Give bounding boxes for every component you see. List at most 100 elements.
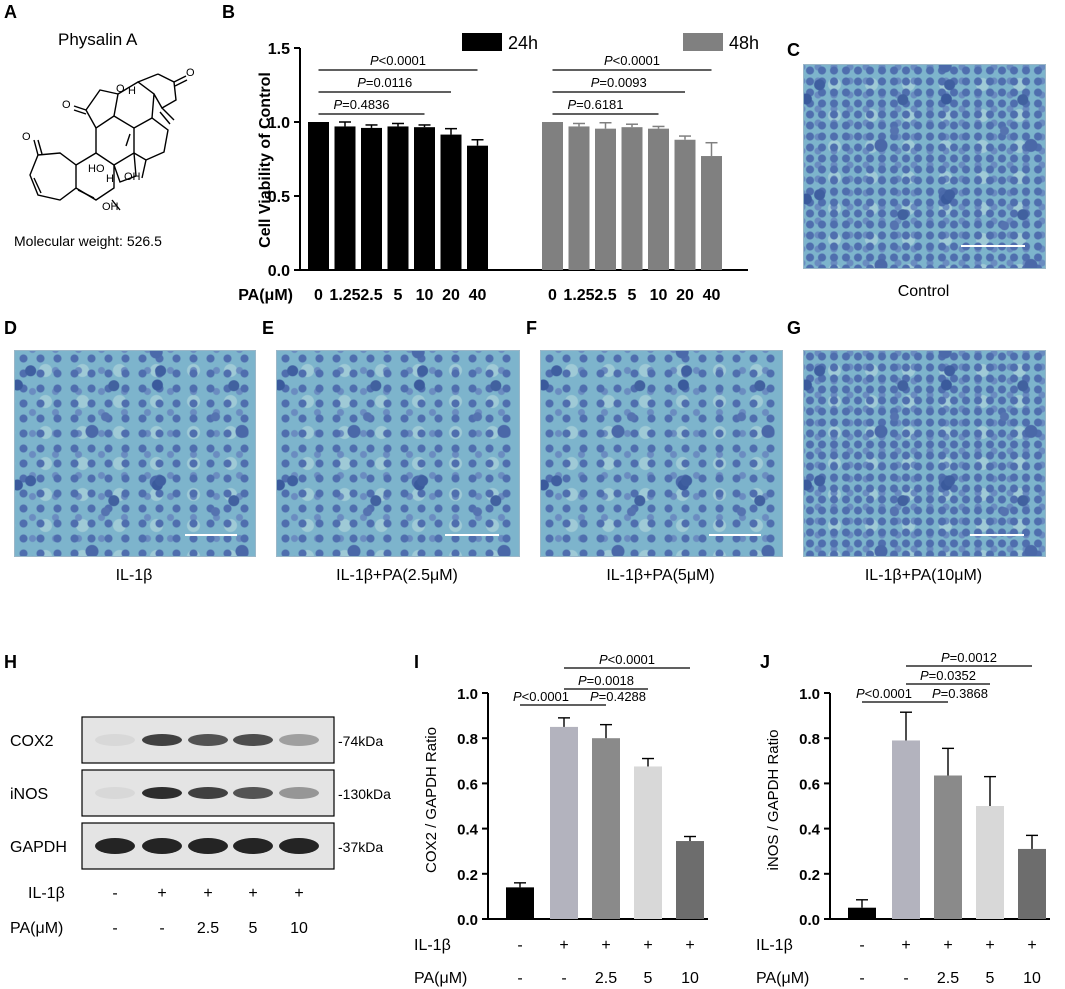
il1b-value: + [643,937,652,954]
pa-value: 10 [681,970,699,987]
y-tick-label: 0.0 [457,912,478,929]
blot-protein-label: GAPDH [10,839,67,856]
structure-atom-oh2: OH [102,201,119,213]
chemical-structure: O O O O H HO OH H OH [22,67,195,213]
panel-label-b: B [222,2,235,22]
significance-label: P=0.4288 [590,689,646,704]
significance-label: P<0.0001 [513,689,569,704]
y-tick-label: 1.0 [457,686,478,703]
micrograph-control [803,64,1046,269]
bar-48h-40 [701,156,722,270]
blot-pa-value: 2.5 [197,920,219,937]
y-tick-label: 1.5 [268,41,290,58]
compound-name: Physalin A [58,30,138,49]
significance-label: P=0.6181 [567,97,623,112]
x-tick-label: 2.5 [594,287,616,304]
y-tick-label: 0.0 [799,912,820,929]
significance-label: P=0.0012 [941,650,997,665]
significance-label: P<0.0001 [599,652,655,667]
blot-size-label: -37kDa [338,839,383,855]
x-tick-label: 10 [650,287,668,304]
caption-il1b: IL-1β [115,567,153,584]
pa-label: PA(μM) [756,970,809,987]
legend-swatch-48h [683,33,723,51]
blot-band [233,734,273,746]
x-tick-label: 10 [416,287,434,304]
blot-pa-value: - [159,920,164,937]
bar-3 [634,766,662,919]
y-tick-label: 0.4 [799,822,821,839]
pa-value: 10 [1023,970,1041,987]
y-tick-label: 1.0 [268,115,290,132]
scale-bar [961,245,1025,247]
structure-atom-o3: O [116,83,125,95]
pa-label: PA(μM) [414,970,467,987]
blot-band [95,734,135,746]
il1b-value: - [517,937,522,954]
il1b-value: + [601,937,610,954]
x-tick-label: 0 [314,287,323,304]
y-axis-label: COX2 / GAPDH Ratio [423,727,440,873]
x-tick-label: 2.5 [360,287,382,304]
western-blot: COX2 -74kDa iNOS -130kDa GAPDH -37kDa IL-1β PA(… [10,716,391,937]
micrograph-il1b [14,350,256,557]
y-tick-label: 0.8 [457,731,478,748]
bar-48h-20 [674,139,696,270]
y-tick-label: 0.2 [457,867,478,884]
cox2-ratio-chart: 0.0 0.2 0.4 0.6 0.8 1.0 COX2 / GAPDH Ratio IL-1… [414,652,708,987]
inos-ratio-chart: 0.0 0.2 0.4 0.6 0.8 1.0 iNOS / GAPDH Ratio IL-1… [756,650,1050,987]
blot-band [142,734,182,746]
blot-band [188,838,228,854]
x-tick-label: 40 [703,287,721,304]
blot-pa-value: 5 [249,920,258,937]
bar-24h-2.5 [361,127,382,270]
legend-swatch-24h [462,33,502,51]
bar-2 [934,775,962,919]
y-tick-label: 0.4 [457,822,479,839]
y-axis-label: Cell Viability of Control [257,72,274,248]
pa-value: 5 [644,970,653,987]
blot-pa-value: - [112,920,117,937]
legend-label-24h: 24h [508,33,538,53]
bar-48h-0 [542,122,563,270]
scale-bar [709,534,761,536]
significance-label: P=0.0018 [578,673,634,688]
x-axis-label: PA(μM) [238,287,293,304]
structure-atom-h1: H [128,85,136,97]
significance-label: P=0.3868 [932,686,988,701]
micrograph-il1b-pa-10 [803,350,1046,557]
panel-label-d: D [4,318,17,338]
y-tick-label: 0.6 [799,776,820,793]
pa-value: - [517,970,522,987]
blot-pa-label: PA(μM) [10,920,63,937]
y-tick-label: 0.0 [268,263,290,280]
bar-0 [506,887,534,919]
panel-label-e: E [262,318,275,338]
caption-il1b-pa-5: IL-1β+PA(5μM) [606,567,715,584]
panel-label-c: C [787,40,800,60]
blot-band [279,734,319,746]
pa-value: 2.5 [937,970,959,987]
il1b-value: + [985,937,994,954]
panel-label-j: J [760,652,771,672]
pa-value: 2.5 [595,970,617,987]
y-tick-label: 0.8 [799,731,820,748]
bar-24h-20 [440,134,462,270]
caption-il1b-pa-10: IL-1β+PA(10μM) [864,567,983,584]
blot-protein-label: COX2 [10,733,54,750]
structure-atom-h2: H [106,173,114,185]
blot-band [95,838,135,854]
panel-label-i: I [414,652,420,672]
blot-band [233,838,273,854]
bar-3 [976,806,1004,919]
il1b-value: + [685,937,694,954]
panel-label-f: F [526,318,537,338]
bar-48h-1.25 [568,126,590,270]
structure-atom-ho: HO [88,163,105,175]
blot-size-label: -74kDa [338,733,383,749]
blot-il1b-value: + [248,885,257,902]
panel-label-h: H [4,652,17,672]
il1b-value: + [1027,937,1036,954]
il1b-value: + [943,937,952,954]
x-tick-label: 1.25 [329,287,360,304]
